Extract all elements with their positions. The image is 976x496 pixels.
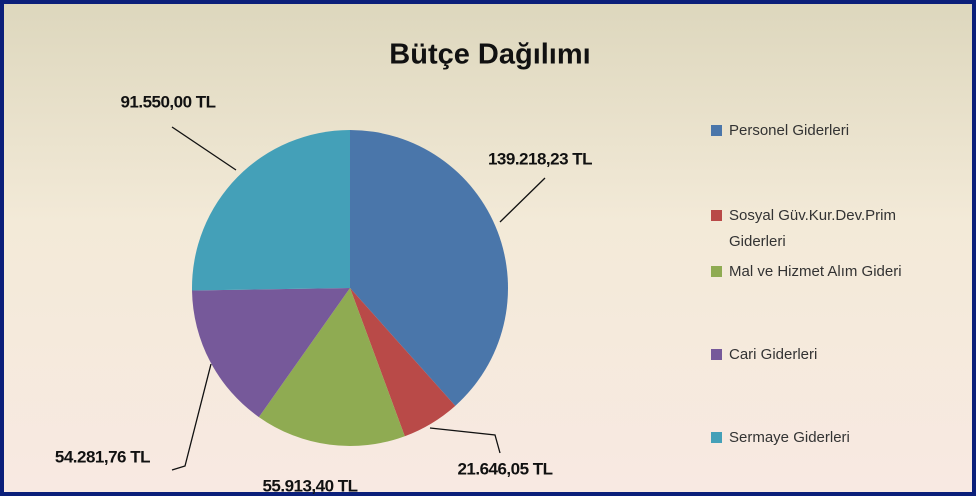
pie-slice — [192, 130, 350, 291]
chart-title: Bütçe Dağılımı — [389, 39, 590, 71]
legend-swatch — [711, 349, 722, 360]
legend-label: Mal ve Hizmet Alım Gideri — [729, 263, 902, 280]
data-label: 139.218,23 TL — [488, 149, 592, 168]
pie-slice — [350, 288, 456, 437]
leader-line — [499, 177, 546, 223]
legend-label: Sermaye Giderleri — [729, 429, 850, 446]
data-label: 21.646,05 TL — [457, 459, 552, 478]
pie-slice — [258, 288, 405, 446]
pie-slice — [350, 130, 508, 406]
legend-swatch — [711, 125, 722, 136]
leader-line — [171, 363, 212, 471]
legend-swatch — [711, 432, 722, 443]
data-label: 91.550,00 TL — [120, 92, 215, 111]
legend-label: Cari Giderleri — [729, 346, 817, 363]
legend-label: Sosyal Güv.Kur.Dev.Prim Giderleri — [729, 207, 896, 250]
leader-line — [429, 427, 501, 454]
leader-line — [171, 126, 237, 171]
data-label: 55.913,40 TL — [262, 476, 357, 495]
pie-slice — [192, 288, 350, 418]
legend-swatch — [711, 266, 722, 277]
legend-swatch — [711, 210, 722, 221]
legend-label: Personel Giderleri — [729, 122, 849, 139]
data-label: 54.281,76 TL — [55, 447, 150, 466]
